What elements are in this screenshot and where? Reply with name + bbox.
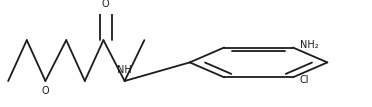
Text: O: O <box>102 0 109 10</box>
Text: O: O <box>42 86 49 96</box>
Text: NH₂: NH₂ <box>300 40 318 50</box>
Text: NH: NH <box>117 65 132 75</box>
Text: Cl: Cl <box>300 75 309 85</box>
